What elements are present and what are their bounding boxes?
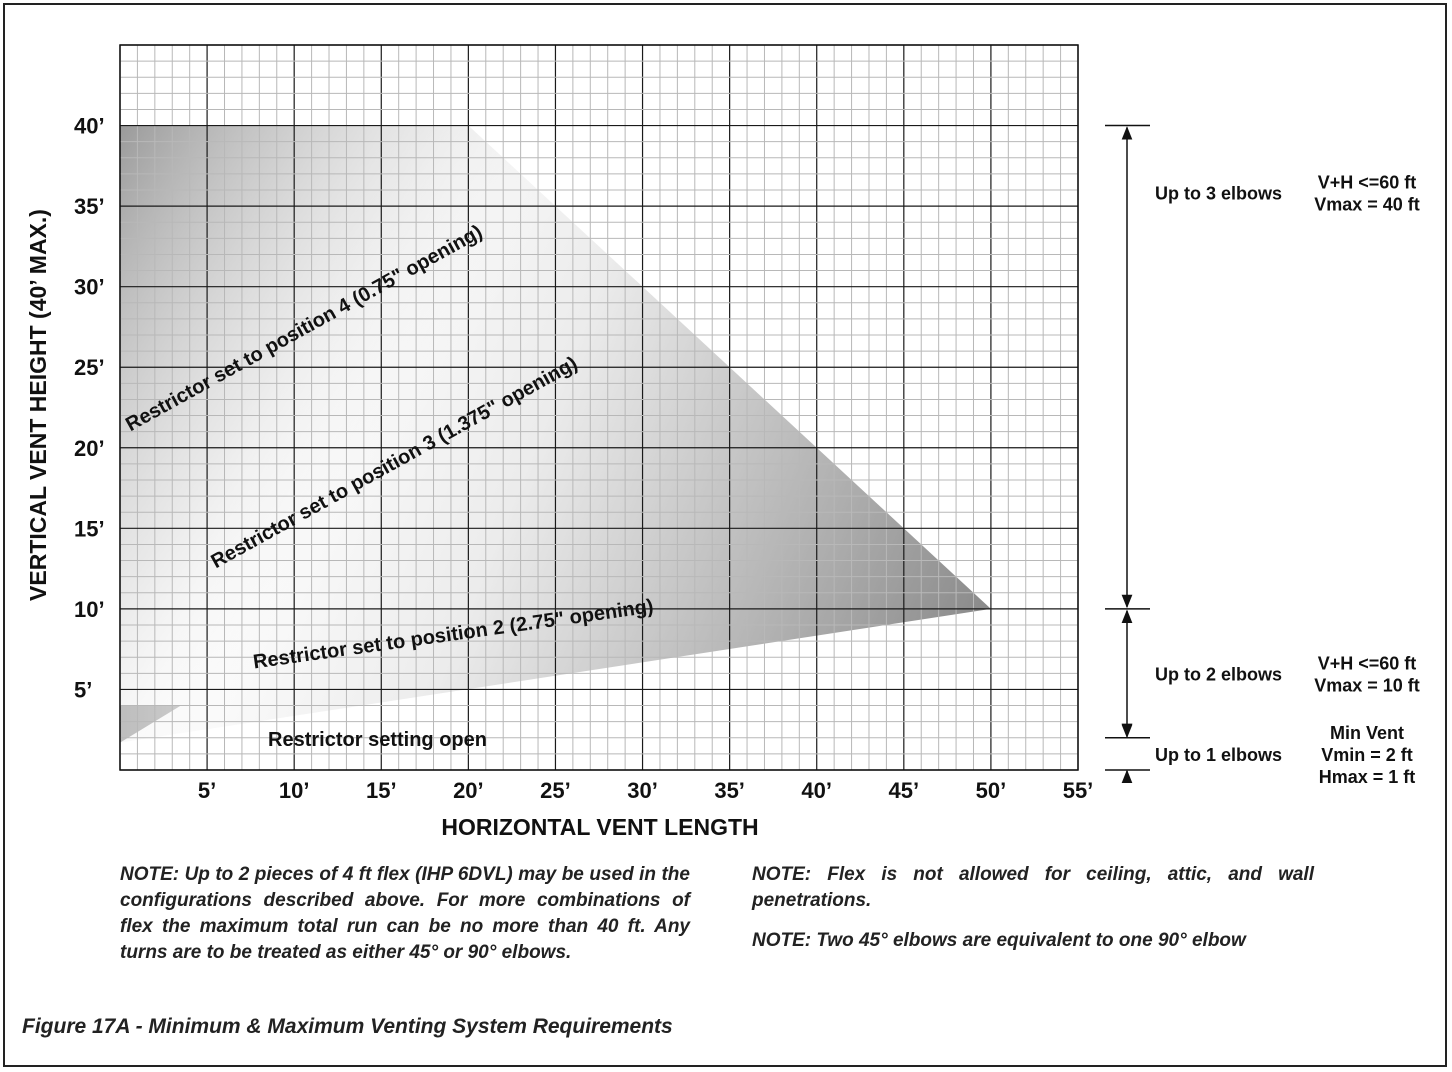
note-right-block: NOTE: Flex is not allowed for ceiling, a… [752, 862, 1314, 968]
vent-rule-label: Hmax = 1 ft [1319, 767, 1416, 787]
x-tick-label: 5’ [198, 778, 216, 803]
y-tick-label: 15’ [74, 516, 105, 541]
vent-rule-label: V+H <=60 ft [1318, 173, 1417, 193]
elbow-count-label: Up to 2 elbows [1155, 664, 1282, 684]
figure-frame [3, 3, 1447, 1067]
y-tick-label: 30’ [74, 275, 105, 300]
y-tick-label: 5’ [74, 677, 92, 702]
figure-caption: Figure 17A - Minimum & Maximum Venting S… [22, 1015, 673, 1038]
vent-rule-label: Min Vent [1330, 723, 1404, 743]
x-tick-label: 20’ [453, 778, 484, 803]
y-axis-label: VERTICAL VENT HEIGHT (40’ MAX.) [25, 209, 51, 601]
elbow-count-label: Up to 3 elbows [1155, 184, 1282, 204]
y-tick-label: 40’ [74, 114, 105, 139]
vent-rule-label: Vmin = 2 ft [1321, 745, 1413, 765]
x-tick-label: 25’ [540, 778, 571, 803]
x-tick-label: 55’ [1063, 778, 1094, 803]
x-tick-label: 40’ [801, 778, 832, 803]
chart-axes [119, 44, 1079, 771]
x-tick-label: 10’ [279, 778, 310, 803]
x-axis-label: HORIZONTAL VENT LENGTH [441, 814, 758, 840]
note-flex-not-allowed: NOTE: Flex is not allowed for ceiling, a… [752, 864, 1314, 911]
x-tick-label: 50’ [976, 778, 1007, 803]
plot-border [119, 44, 1079, 771]
y-tick-label: 35’ [74, 194, 105, 219]
note-flex-pieces: NOTE: Up to 2 pieces of 4 ft flex (IHP 6… [120, 864, 690, 963]
region-open-band [120, 705, 181, 743]
note-elbow-equivalence: NOTE: Two 45° elbows are equivalent to o… [752, 930, 1246, 951]
x-tick-label: 35’ [714, 778, 745, 803]
y-tick-label: 20’ [74, 436, 105, 461]
x-tick-label: 30’ [627, 778, 658, 803]
vent-rule-label: Vmax = 10 ft [1314, 675, 1420, 695]
x-tick-label: 15’ [366, 778, 397, 803]
tick-labels: 5’ 10’ 15’ 20’ 25’ 30’ 35’ 40’ 45’ 50’ 55’ 5’ 10’ 15’… [74, 114, 1093, 803]
elbow-count-label: Up to 1 elbows [1155, 745, 1282, 765]
y-tick-label: 10’ [74, 597, 105, 622]
venting-chart: 5’ 10’ 15’ 20’ 25’ 30’ 35’ 40’ 45’ 50’ 55’ 5’ 10’ 15’… [25, 44, 1420, 840]
y-tick-label: 25’ [74, 355, 105, 380]
vent-rule-label: Vmax = 40 ft [1314, 195, 1420, 215]
vent-rule-label: V+H <=60 ft [1318, 653, 1417, 673]
region-label: Restrictor setting open [268, 729, 487, 751]
x-tick-label: 45’ [889, 778, 920, 803]
